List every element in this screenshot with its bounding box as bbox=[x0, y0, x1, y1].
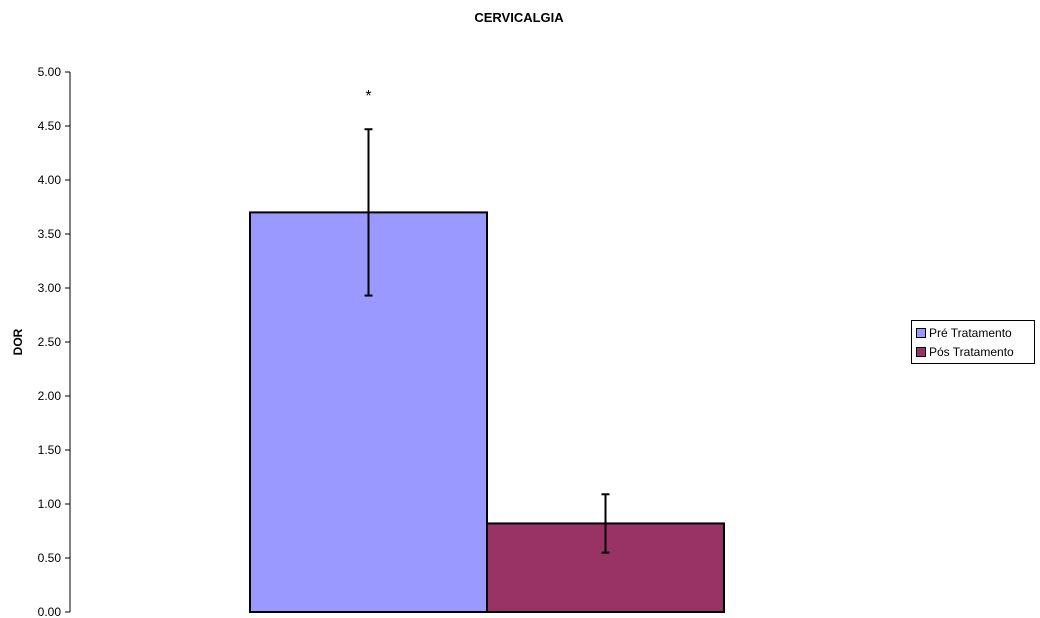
y-tick-label: 3.00 bbox=[38, 281, 62, 295]
y-tick-label: 1.00 bbox=[38, 497, 62, 511]
y-axis-label: DOR bbox=[11, 328, 25, 355]
y-tick-label: 1.50 bbox=[38, 443, 62, 457]
significance-marker: * bbox=[365, 88, 371, 105]
y-tick-label: 2.50 bbox=[38, 335, 62, 349]
y-tick-label: 3.50 bbox=[38, 227, 62, 241]
legend-label-pre: Pré Tratamento bbox=[929, 326, 1012, 340]
legend-item-pre: Pré Tratamento bbox=[916, 323, 1030, 342]
y-tick-label: 0.00 bbox=[38, 605, 62, 618]
legend-item-pos: Pós Tratamento bbox=[916, 342, 1030, 361]
y-tick-label: 5.00 bbox=[38, 65, 62, 79]
bars: * bbox=[250, 88, 724, 612]
chart-title: CERVICALGIA bbox=[474, 10, 564, 25]
y-axis: 0.00 0.50 1.00 1.50 2.00 2.50 3.00 3.50 4.00 4.50… bbox=[38, 65, 70, 618]
legend-swatch-pre bbox=[916, 328, 926, 338]
y-tick-label: 4.00 bbox=[38, 173, 62, 187]
legend-label-pos: Pós Tratamento bbox=[929, 345, 1014, 359]
y-tick-label: 4.50 bbox=[38, 119, 62, 133]
y-tick-label: 2.00 bbox=[38, 389, 62, 403]
y-tick-label: 0.50 bbox=[38, 551, 62, 565]
legend: Pré Tratamento Pós Tratamento bbox=[911, 320, 1035, 364]
legend-swatch-pos bbox=[916, 347, 926, 357]
